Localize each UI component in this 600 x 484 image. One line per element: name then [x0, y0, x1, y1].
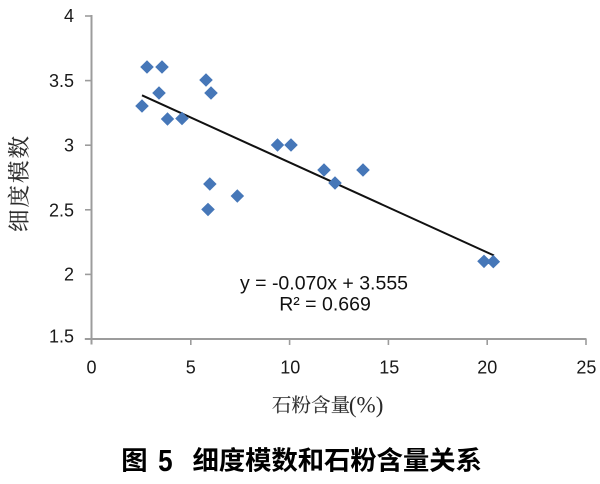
svg-text:2.5: 2.5 [49, 201, 74, 221]
svg-text:2: 2 [64, 265, 74, 285]
svg-text:5: 5 [186, 358, 196, 378]
svg-text:0: 0 [86, 358, 96, 378]
svg-text:(%): (%) [349, 392, 383, 417]
svg-text:15: 15 [379, 358, 399, 378]
svg-text:3: 3 [64, 136, 74, 156]
svg-text:10: 10 [280, 358, 300, 378]
svg-text:R² = 0.669: R² = 0.669 [279, 294, 371, 316]
svg-text:y = -0.070x + 3.555: y = -0.070x + 3.555 [240, 273, 408, 295]
svg-text:20: 20 [477, 358, 497, 378]
svg-text:25: 25 [576, 358, 596, 378]
svg-text:5: 5 [158, 444, 173, 479]
svg-text:1.5: 1.5 [49, 327, 74, 347]
svg-text:4: 4 [64, 6, 74, 26]
svg-text:3.5: 3.5 [49, 71, 74, 91]
